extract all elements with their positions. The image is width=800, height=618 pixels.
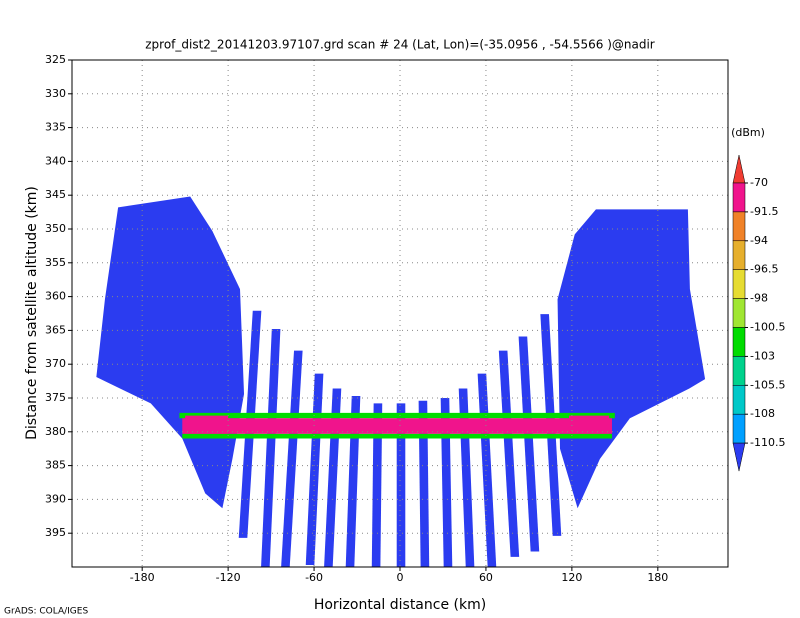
y-tick-label: 385 [45,459,66,472]
colorbar-label: -105.5 [750,378,785,391]
y-tick-label: 380 [45,425,66,438]
y-tick-label: 330 [45,87,66,100]
y-tick-label: 375 [45,391,66,404]
y-tick-label: 355 [45,256,66,269]
colorbar-label: -70 [750,176,768,189]
colorbar-label: -96.5 [750,263,778,276]
colorbar-segment [732,385,746,415]
colorbar-segment [732,182,746,213]
y-tick-label: 340 [45,154,66,167]
swath-strip [440,398,453,567]
colorbar-label: -108 [750,407,775,420]
colorbar-segment [732,356,746,386]
colorbar-segment [732,442,746,472]
y-tick-label: 335 [45,121,66,134]
chart-title: zprof_dist2_20141203.97107.grd scan # 24… [145,38,655,52]
colorbar-segment [732,327,746,357]
y-tick-label: 325 [45,53,66,66]
echo-band [182,418,612,434]
x-tick-label: 120 [561,571,582,584]
swath-strip [498,350,520,557]
swath-strip [261,329,281,567]
colorbar-segment [732,413,746,444]
x-tick-label: 180 [647,571,668,584]
colorbar-segment [732,269,746,299]
swath-strip [518,336,540,552]
colorbar-label: -98 [750,292,768,305]
y-axis-label: Distance from satellite altitude (km) [24,186,40,440]
y-tick-label: 370 [45,357,66,370]
colorbar-label: -91.5 [750,205,778,218]
colorbar-segment [732,211,746,242]
swath-strip [396,403,406,567]
x-tick-label: -60 [305,571,323,584]
x-tick-label: 60 [479,571,493,584]
credit: GrADS: COLA/IGES [4,607,88,617]
x-tick-label: -180 [130,571,155,584]
colorbar-segment [732,240,746,270]
x-axis-label: Horizontal distance (km) [314,597,486,613]
y-tick-label: 345 [45,188,66,201]
swath-strip [281,350,303,567]
colorbar-title: (dBm) [731,126,765,139]
colorbar-label: -100.5 [750,321,785,334]
y-tick-label: 350 [45,222,66,235]
echo-band [179,412,615,419]
swath-strip [345,395,361,567]
x-tick-label: -120 [216,571,241,584]
colorbar-label: -110.5 [750,436,785,449]
swath-strip [371,403,383,567]
y-tick-label: 395 [45,526,66,539]
echo-band [569,415,610,436]
plot-frame [71,59,729,568]
y-tick-label: 365 [45,323,66,336]
colorbar-label: -94 [750,234,768,247]
swath-strip [418,400,430,567]
colorbar-label: -103 [750,349,775,362]
y-tick-label: 390 [45,492,66,505]
x-tick-label: 0 [397,571,404,584]
y-tick-label: 360 [45,290,66,303]
echo-band [182,433,612,439]
colorbar-segment [732,298,746,328]
